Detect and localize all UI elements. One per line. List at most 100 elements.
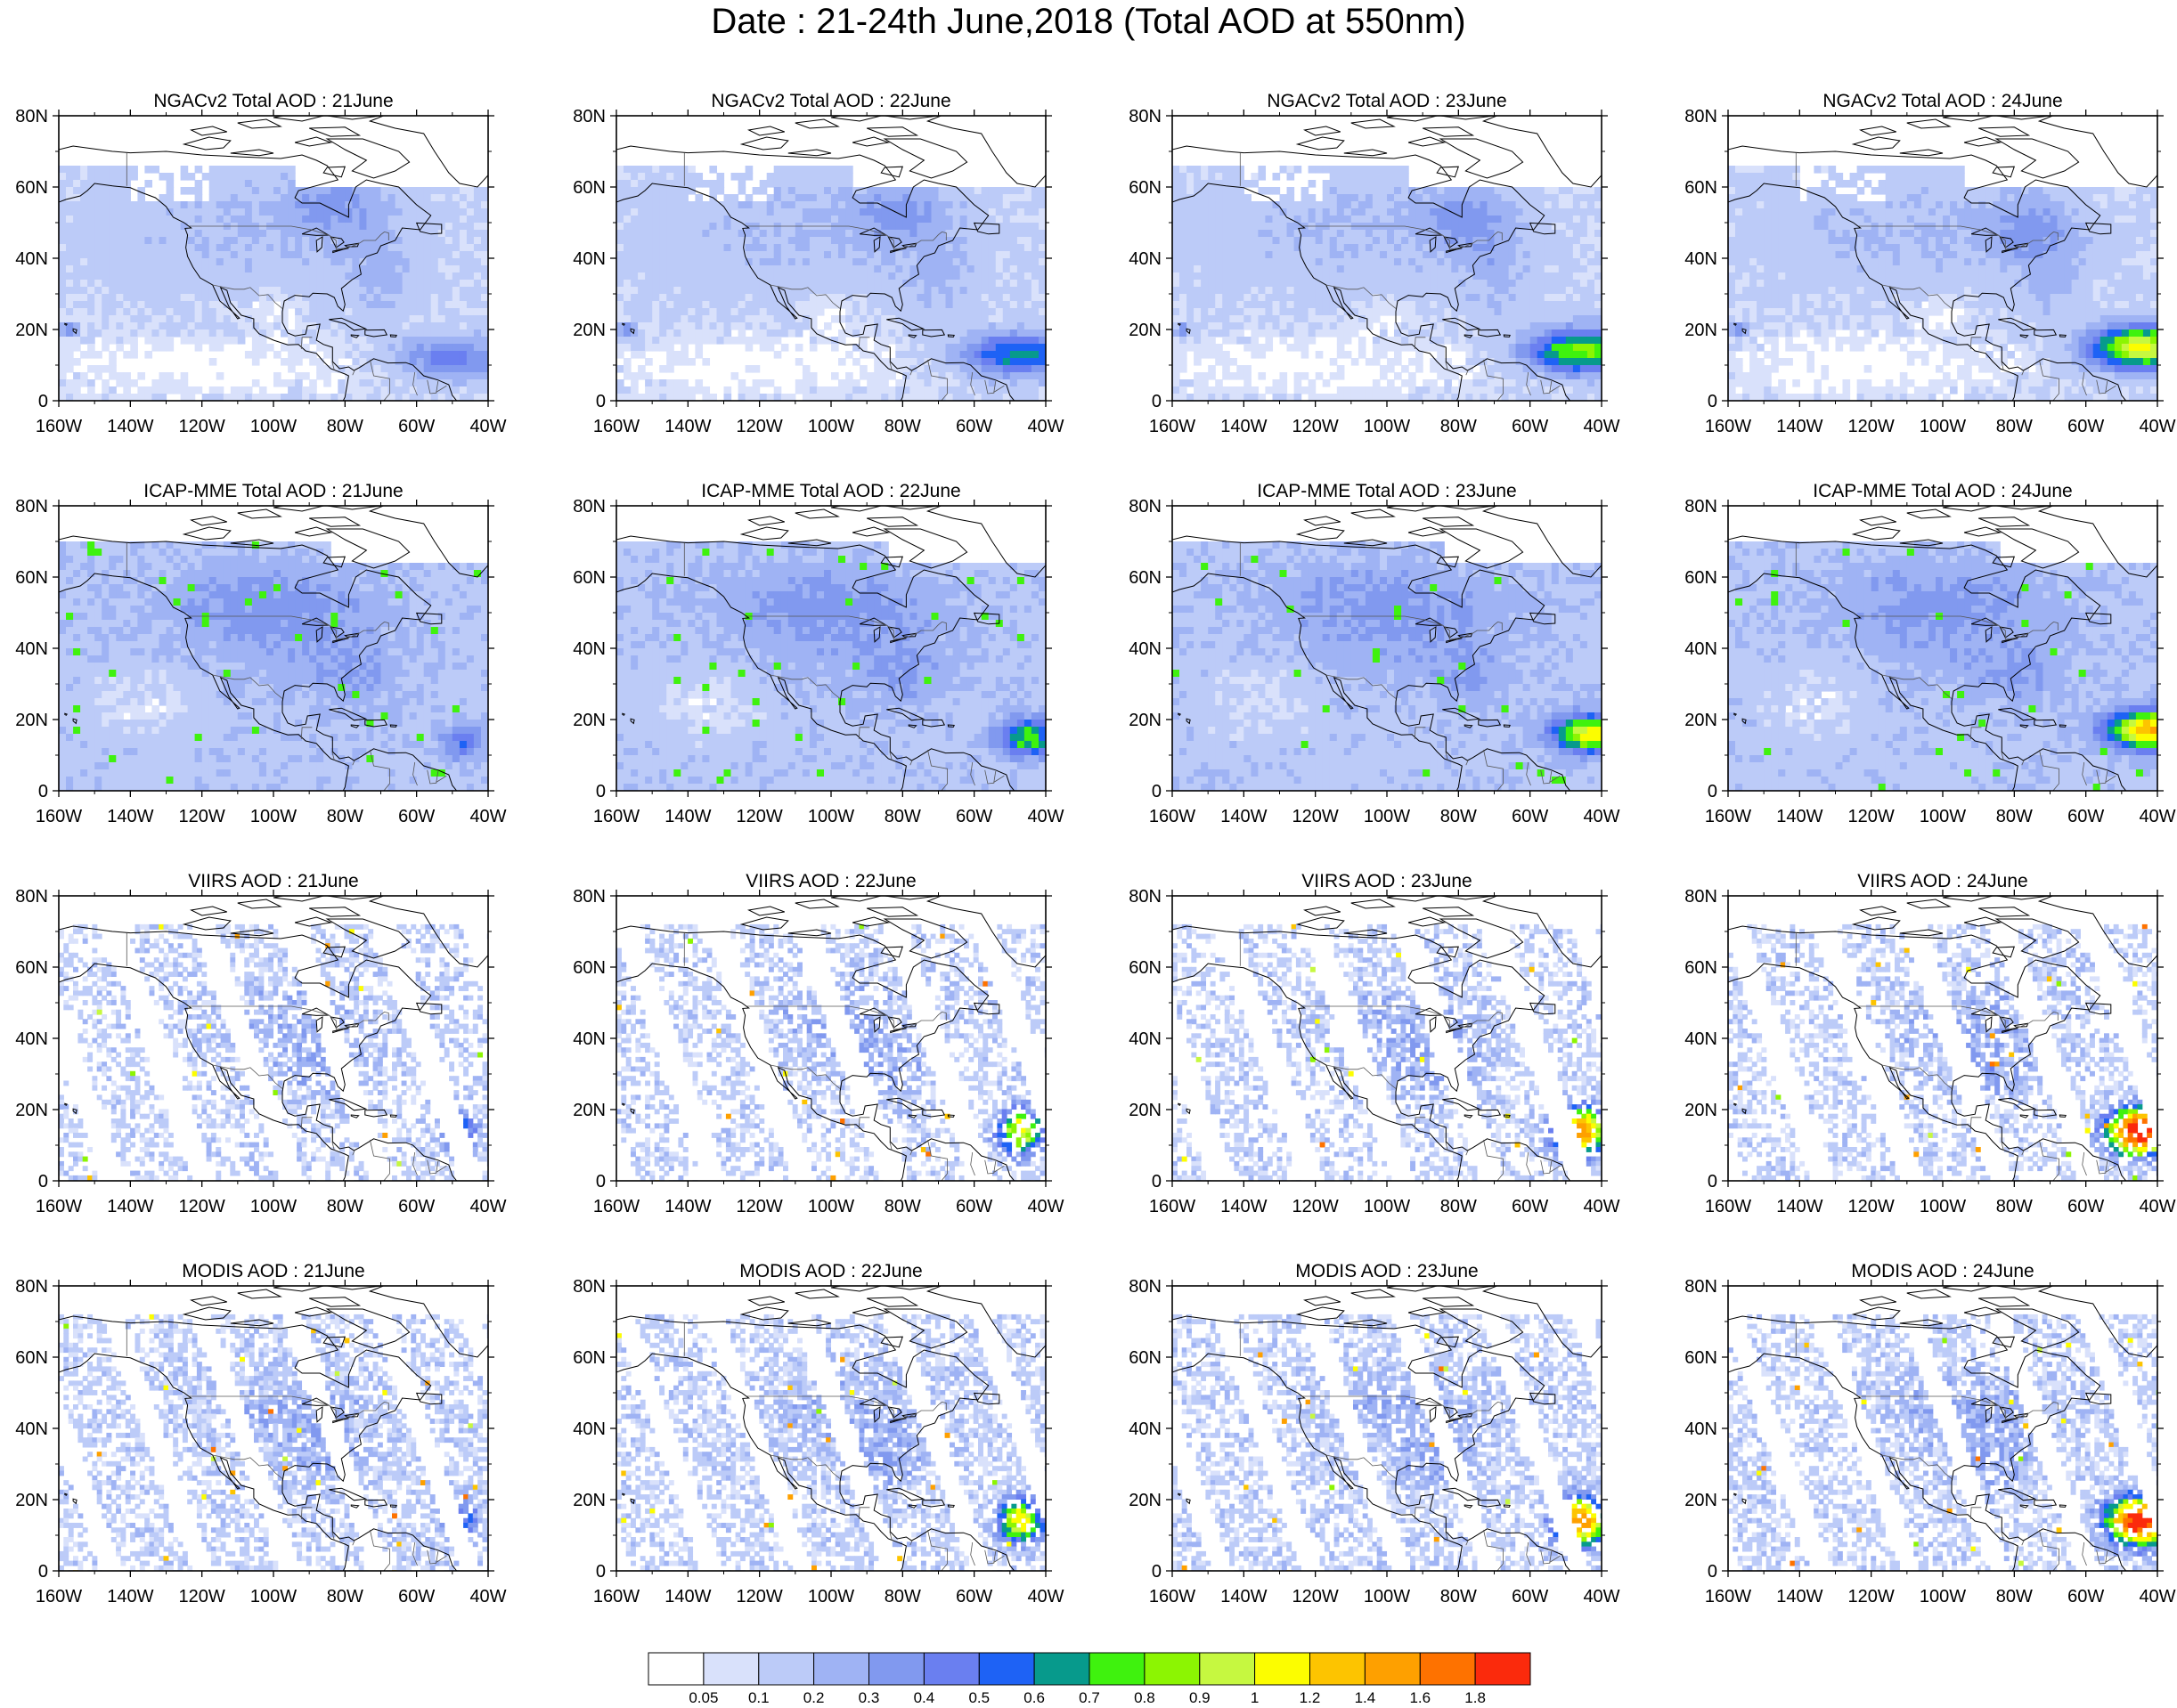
lon-tick-label: 160W: [593, 1197, 640, 1216]
panel-title: VIIRS AOD : 24June: [1857, 871, 2027, 891]
lat-tick-label: 40N: [1684, 639, 1717, 659]
lat-tick-label: 20N: [1129, 321, 1162, 340]
lon-tick-label: 80W: [327, 1197, 363, 1216]
lon-tick-label: 60W: [2067, 1197, 2104, 1216]
lon-tick-label: 120W: [179, 807, 225, 826]
lat-tick-label: 40N: [573, 639, 606, 659]
lon-tick-label: 120W: [179, 417, 225, 436]
lon-tick-label: 40W: [1583, 1587, 1619, 1606]
lat-tick-label: 40N: [573, 1419, 606, 1439]
lon-tick-label: 40W: [1027, 417, 1064, 436]
lon-tick-label: 140W: [665, 807, 711, 826]
lon-tick-label: 140W: [665, 417, 711, 436]
lon-tick-label: 120W: [737, 1587, 783, 1606]
lat-tick-label: 80N: [573, 107, 606, 126]
map-panel-ngac-24: NGACv2 Total AOD : 24June 160W 140W 120W 100…: [1684, 91, 2175, 436]
lat-tick-label: 60N: [573, 568, 606, 588]
lat-tick-label: 0: [1708, 392, 1717, 411]
borders: [683, 152, 1005, 401]
lon-tick-label: 160W: [1149, 807, 1195, 826]
map-panel-icap-24: ICAP-MME Total AOD : 24June 160W 140W 120W 1…: [1684, 481, 2175, 826]
lat-tick-label: 40N: [1129, 639, 1162, 659]
aod-field: [616, 896, 1046, 1181]
lat-tick-label: 60N: [1684, 178, 1717, 198]
panel-title: MODIS AOD : 21June: [182, 1261, 364, 1281]
map-panel-viirs-22: VIIRS AOD : 22June 160W 140W 120W 100W 80W 60W…: [573, 871, 1064, 1216]
lat-tick-label: 20N: [1129, 1491, 1162, 1510]
lat-tick-label: 80N: [1684, 497, 1717, 516]
lon-tick-label: 120W: [1848, 1587, 1895, 1606]
lon-tick-label: 160W: [1149, 1587, 1195, 1606]
lat-tick-label: 60N: [1684, 1348, 1717, 1368]
coastlines: [1172, 1286, 1602, 1571]
lat-tick-label: 80N: [573, 1277, 606, 1297]
borders: [683, 1322, 1005, 1571]
lon-tick-label: 80W: [1440, 1587, 1477, 1606]
map-panel-ngac-22: NGACv2 Total AOD : 22June 160W 140W 120W 100…: [573, 91, 1064, 436]
lat-tick-label: 80N: [15, 887, 48, 907]
lon-tick-label: 80W: [1996, 417, 2033, 436]
lat-tick-label: 0: [1152, 782, 1162, 801]
lon-tick-label: 60W: [956, 417, 992, 436]
lon-tick-label: 100W: [250, 1587, 297, 1606]
lon-tick-label: 60W: [956, 1197, 992, 1216]
lon-tick-label: 160W: [1149, 417, 1195, 436]
borders: [683, 542, 1005, 791]
lat-tick-label: 20N: [15, 1491, 48, 1510]
lon-tick-label: 60W: [398, 417, 435, 436]
coastlines: [1728, 1286, 2157, 1571]
panel-title: NGACv2 Total AOD : 22June: [711, 91, 950, 111]
aod-field: [1172, 1286, 1602, 1571]
aod-field: [1172, 506, 1602, 791]
lon-tick-label: 80W: [327, 1587, 363, 1606]
aod-field: [1728, 1286, 2157, 1571]
lat-tick-label: 40N: [1129, 1029, 1162, 1049]
lat-tick-label: 0: [596, 782, 606, 801]
coastlines: [616, 506, 1046, 791]
lat-tick-label: 80N: [573, 887, 606, 907]
lon-tick-label: 140W: [1220, 417, 1267, 436]
lon-tick-label: 120W: [1848, 417, 1895, 436]
lat-tick-label: 0: [596, 1172, 606, 1192]
lon-tick-label: 120W: [737, 417, 783, 436]
coastlines: [1728, 506, 2157, 791]
lon-tick-label: 140W: [665, 1197, 711, 1216]
aod-field: [616, 1286, 1046, 1571]
lat-tick-label: 60N: [1684, 958, 1717, 978]
aod-field: [1728, 116, 2157, 401]
lon-tick-label: 40W: [469, 807, 506, 826]
map-panel-modis-21: MODIS AOD : 21June 160W 140W 120W 100W 80W 60W…: [15, 1261, 506, 1606]
borders: [683, 932, 1005, 1181]
aod-field: [59, 1286, 488, 1571]
aod-field: [59, 896, 488, 1181]
lon-tick-label: 120W: [1292, 807, 1339, 826]
lat-tick-label: 60N: [15, 568, 48, 588]
lon-tick-label: 60W: [956, 807, 992, 826]
lon-tick-label: 140W: [1220, 1197, 1267, 1216]
lat-tick-label: 80N: [15, 497, 48, 516]
map-panel-ngac-23: NGACv2 Total AOD : 23June 160W 140W 120W 100…: [1129, 91, 1619, 436]
lon-tick-label: 40W: [1027, 1197, 1064, 1216]
lat-tick-label: 0: [596, 1562, 606, 1582]
lat-tick-label: 20N: [15, 711, 48, 730]
map-panel-modis-22: MODIS AOD : 22June 160W 140W 120W 100W 80W 60W…: [573, 1261, 1064, 1606]
lat-tick-label: 60N: [573, 958, 606, 978]
lat-tick-label: 0: [1708, 1172, 1717, 1192]
lon-tick-label: 120W: [1292, 417, 1339, 436]
panel-title: NGACv2 Total AOD : 21June: [153, 91, 393, 111]
coastlines: [59, 116, 488, 401]
map-panel-viirs-24: VIIRS AOD : 24June 160W 140W 120W 100W 80W 60W…: [1684, 871, 2175, 1216]
lat-tick-label: 20N: [15, 1101, 48, 1120]
lon-tick-label: 100W: [808, 1587, 854, 1606]
lon-tick-label: 100W: [1364, 1197, 1410, 1216]
lon-tick-label: 60W: [1512, 417, 1548, 436]
map-panel-icap-21: ICAP-MME Total AOD : 21June 160W 140W 120W 1…: [15, 481, 506, 826]
borders: [1795, 542, 2116, 791]
panel-title: NGACv2 Total AOD : 23June: [1267, 91, 1506, 111]
lon-tick-label: 120W: [1848, 807, 1895, 826]
lon-tick-label: 140W: [1776, 1587, 1822, 1606]
lon-tick-label: 120W: [737, 807, 783, 826]
borders: [126, 1322, 447, 1571]
lat-tick-label: 20N: [1129, 711, 1162, 730]
